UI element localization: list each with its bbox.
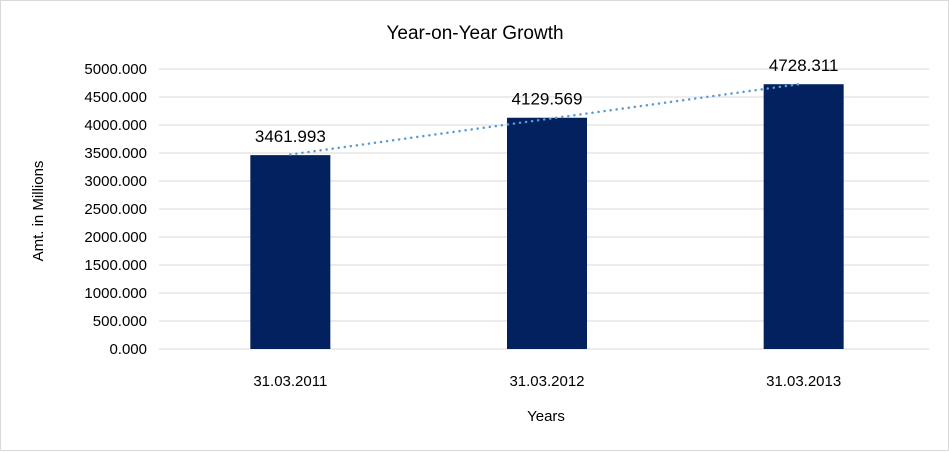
data-label: 4129.569 [512,90,583,109]
y-tick-label: 4000.000 [84,117,147,134]
y-tick-label: 2000.000 [84,229,147,246]
chart-title: Year-on-Year Growth [386,23,563,44]
data-label: 4728.311 [769,56,839,75]
y-tick-label: 1000.000 [84,285,147,302]
x-axis-label: Years [527,408,565,425]
bar [507,117,587,349]
bar [250,155,331,349]
y-tick-label: 5000.000 [84,61,147,78]
x-tick-label: 31.03.2013 [766,373,841,390]
x-tick-label: 31.03.2012 [509,373,584,390]
y-tick-label: 500.000 [93,313,147,330]
y-tick-label: 3000.000 [84,173,147,190]
y-tick-label: 4500.000 [84,89,147,106]
y-axis-label: Amt. in Millions [30,161,47,262]
y-tick-label: 1500.000 [84,257,147,274]
trendline [289,82,805,156]
data-label: 3461.993 [255,127,326,146]
y-tick-label: 2500.000 [84,201,147,218]
bar [763,84,844,349]
y-tick-label: 0.000 [109,341,147,358]
y-tick-label: 3500.000 [84,145,147,162]
x-tick-label: 31.03.2011 [253,373,327,390]
